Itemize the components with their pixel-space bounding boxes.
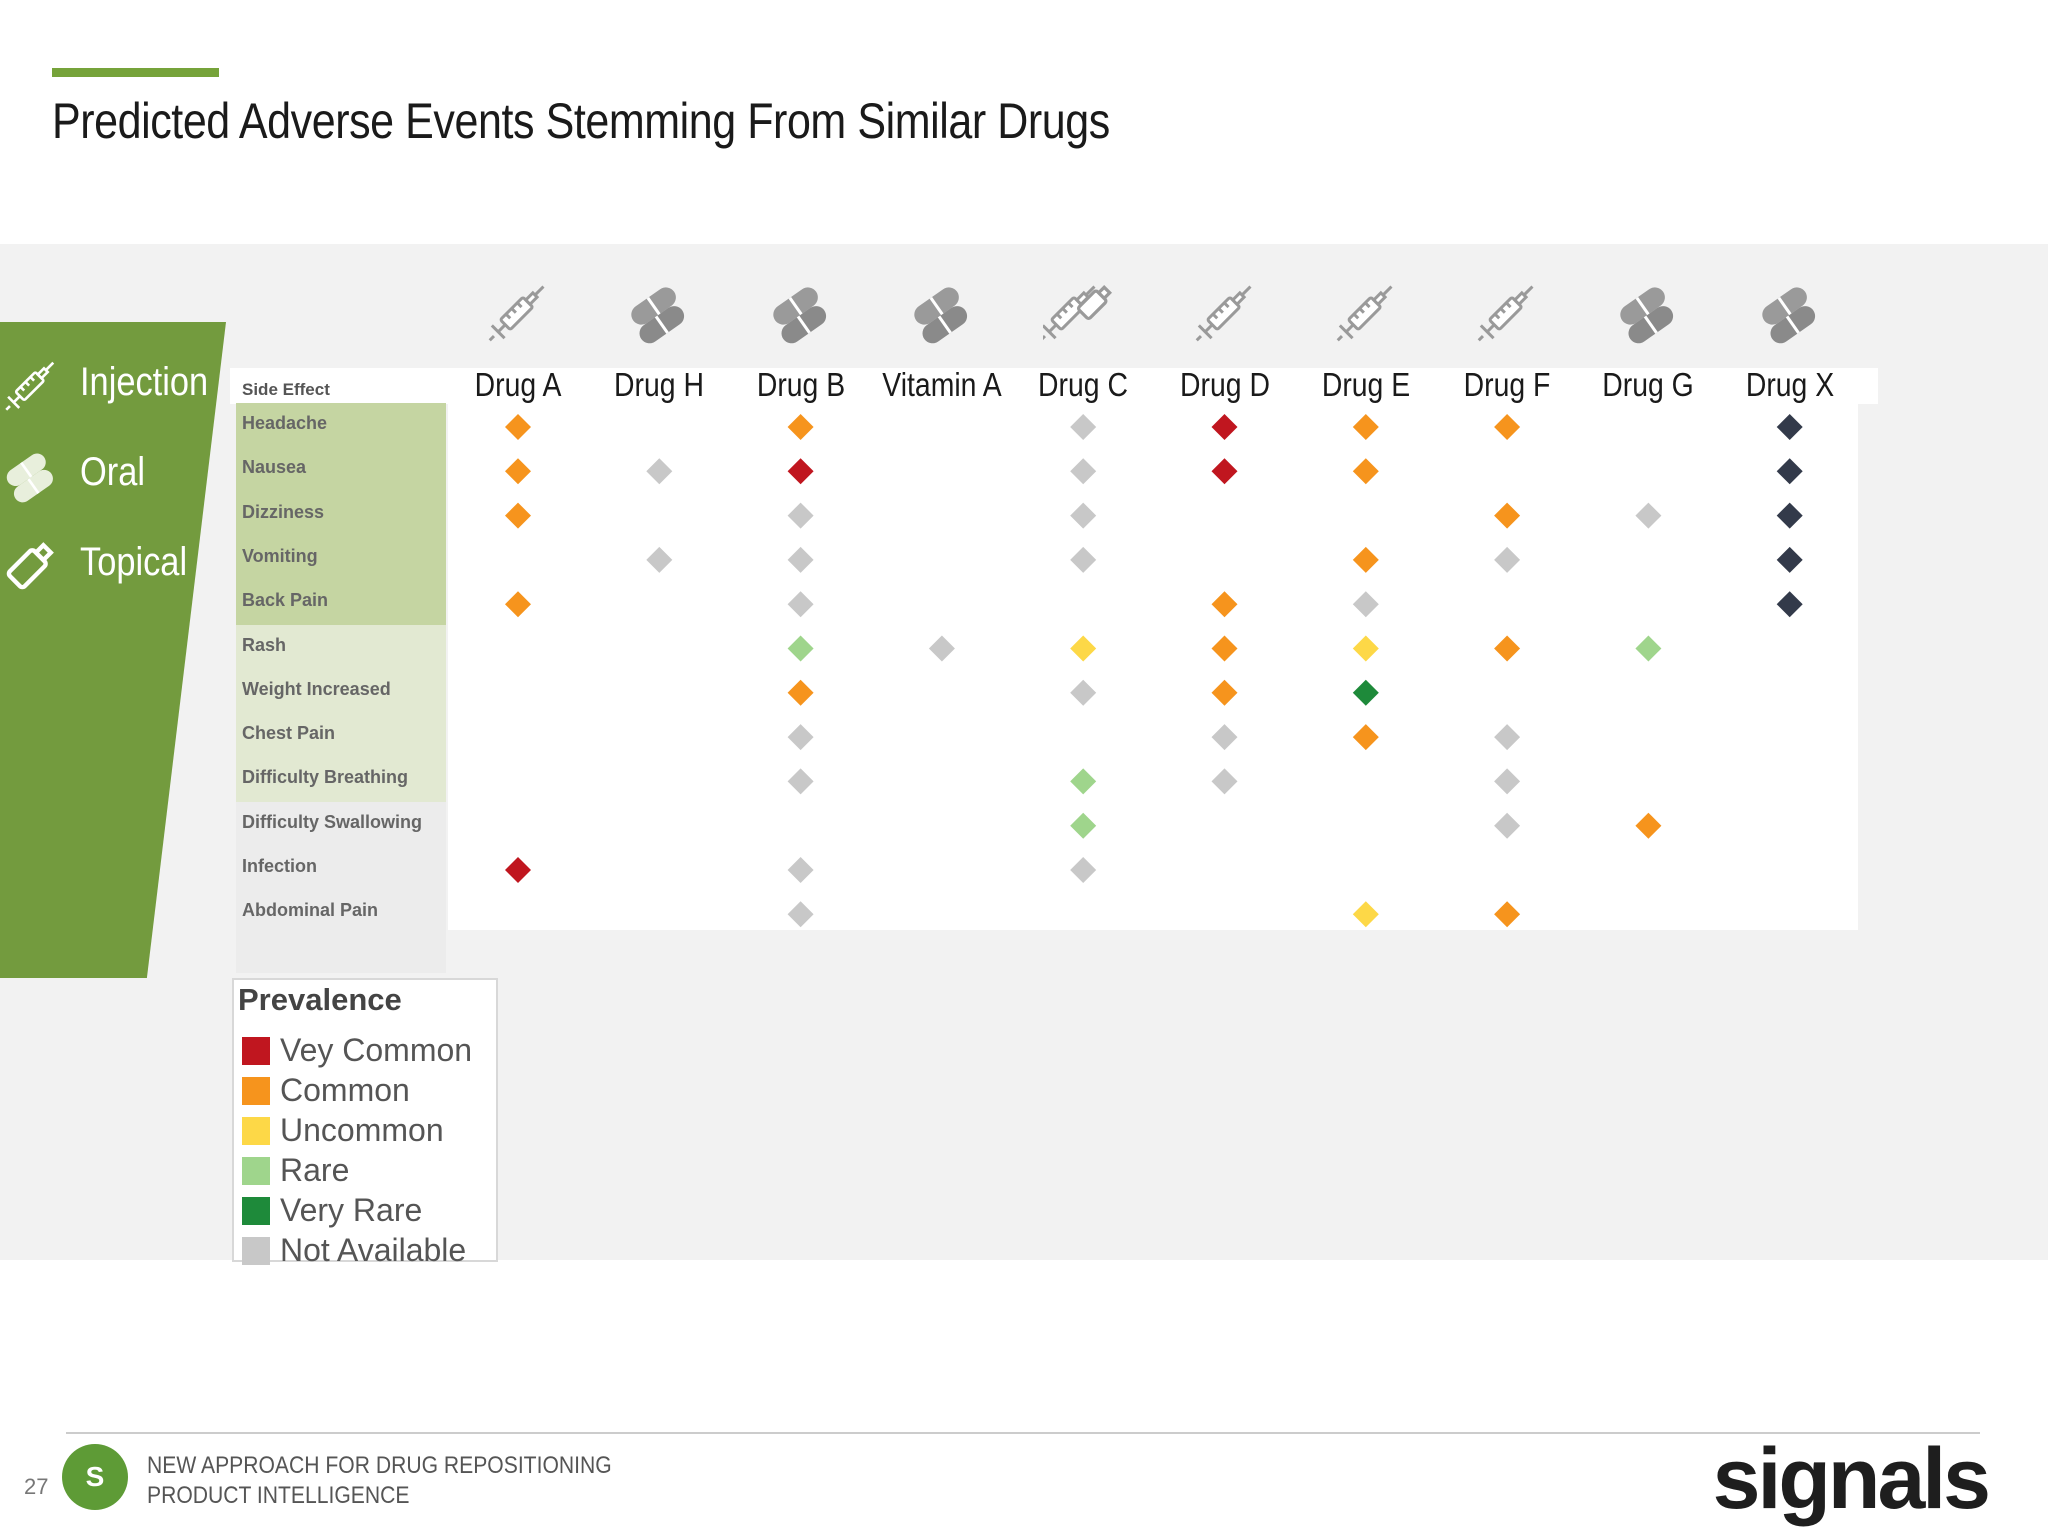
- pills-icon: [631, 287, 685, 344]
- side-effect-label: Weight Increased: [242, 678, 391, 699]
- drug-label: Drug F: [1463, 366, 1551, 403]
- side-effect-label: Nausea: [242, 457, 307, 478]
- pills-icon: [914, 287, 967, 344]
- legend-label: Not Available: [280, 1232, 467, 1268]
- legend-swatch: [242, 1116, 270, 1145]
- legend-label: Common: [280, 1072, 410, 1108]
- side-effect-row: Difficulty Swallowing: [236, 801, 446, 847]
- drug-label: Drug B: [756, 366, 845, 403]
- side-effect-label: Rash: [242, 634, 287, 655]
- legend-item: Not Available: [242, 1232, 466, 1269]
- tube-icon: [6, 542, 54, 590]
- page-number: 27: [24, 1474, 49, 1499]
- drug-label: Drug D: [1179, 366, 1270, 403]
- side-effect-label: Vomiting: [242, 545, 318, 566]
- brand-logo: signals: [1712, 1431, 1991, 1527]
- route-label: Topical: [80, 540, 188, 584]
- footer-logo-badge: S: [62, 1444, 128, 1510]
- side-effect-row: Vomiting: [236, 535, 446, 582]
- page-title: Predicted Adverse Events Stemming From S…: [52, 93, 1110, 149]
- legend-label: Very Rare: [280, 1192, 423, 1228]
- legend-item: Rare: [242, 1152, 349, 1189]
- side-effect-label: Difficulty Breathing: [242, 767, 409, 788]
- side-effect-row: Rash: [236, 624, 446, 670]
- side-effect-row: Infection: [236, 846, 446, 892]
- footer-line-1: NEW APPROACH FOR DRUG REPOSITIONING: [147, 1452, 612, 1479]
- pills-icon: [1761, 287, 1815, 344]
- side-effect-label: Difficulty Swallowing: [242, 811, 423, 832]
- side-effect-row: Abdominal Pain: [236, 890, 446, 936]
- footer-divider: [66, 1432, 1980, 1434]
- side-effect-row: Chest Pain: [236, 713, 446, 759]
- legend-swatch: [242, 1036, 270, 1065]
- legend-swatch: [242, 1076, 270, 1105]
- pills-icon: [772, 287, 826, 344]
- side-effect-label: Chest Pain: [242, 723, 336, 744]
- column-header-row: [230, 368, 1878, 404]
- pills-icon: [1620, 287, 1674, 344]
- legend-item: Very Rare: [242, 1192, 422, 1229]
- drug-label: Drug A: [474, 366, 562, 403]
- side-effect-row: Weight Increased: [236, 668, 446, 715]
- side-effect-row: Difficulty Breathing: [236, 757, 446, 803]
- side-effect-label: Dizziness: [242, 501, 325, 522]
- legend-swatch: [242, 1156, 270, 1185]
- legend-title: Prevalence: [238, 982, 402, 1017]
- drug-label: Drug C: [1038, 366, 1129, 403]
- side-effect-row: Nausea: [236, 447, 446, 493]
- drug-label: Drug X: [1745, 366, 1834, 403]
- side-effect-header: Side Effect: [242, 380, 330, 399]
- legend-item: Vey Common: [242, 1032, 472, 1069]
- route-label: Oral: [80, 450, 145, 494]
- side-effect-column-tail: [236, 931, 446, 973]
- drug-label: Drug G: [1602, 366, 1695, 403]
- badge-letter: S: [85, 1461, 105, 1492]
- prevalence-legend: Prevalence Vey Common Common Uncommon Rare V…: [232, 978, 498, 1268]
- legend-label: Rare: [280, 1152, 350, 1188]
- side-effect-label: Back Pain: [242, 590, 329, 611]
- legend-label: Uncommon: [280, 1112, 444, 1148]
- pills-icon: [6, 453, 53, 503]
- route-label: Injection: [80, 360, 209, 404]
- side-effect-row: Headache: [236, 403, 446, 449]
- syringe-icon: [5, 361, 55, 411]
- title-accent-bar: [52, 68, 219, 77]
- legend-swatch: [242, 1196, 270, 1225]
- legend-item: Common: [242, 1072, 410, 1109]
- drug-label: Vitamin A: [882, 366, 1002, 403]
- drug-label: Drug H: [614, 366, 705, 403]
- legend-swatch: [242, 1236, 270, 1265]
- legend-label: Vey Common: [280, 1032, 473, 1068]
- syringe-icon: [1477, 285, 1534, 342]
- syringe-icon: [1336, 285, 1393, 342]
- syringe-icon: [1195, 285, 1252, 342]
- side-effect-row: Dizziness: [236, 491, 446, 537]
- legend-item: Uncommon: [242, 1112, 444, 1149]
- side-effect-row: Back Pain: [236, 580, 446, 626]
- side-effect-label: Headache: [242, 413, 328, 433]
- footer-line-2: PRODUCT INTELLIGENCE: [147, 1482, 410, 1509]
- grid-background: [448, 403, 1858, 930]
- drug-label: Drug E: [1321, 366, 1410, 403]
- side-effect-label: Infection: [242, 856, 317, 876]
- syringe-icon: [488, 285, 545, 342]
- syringe-tube-icon: [1043, 284, 1113, 342]
- side-effect-label: Abdominal Pain: [242, 900, 379, 921]
